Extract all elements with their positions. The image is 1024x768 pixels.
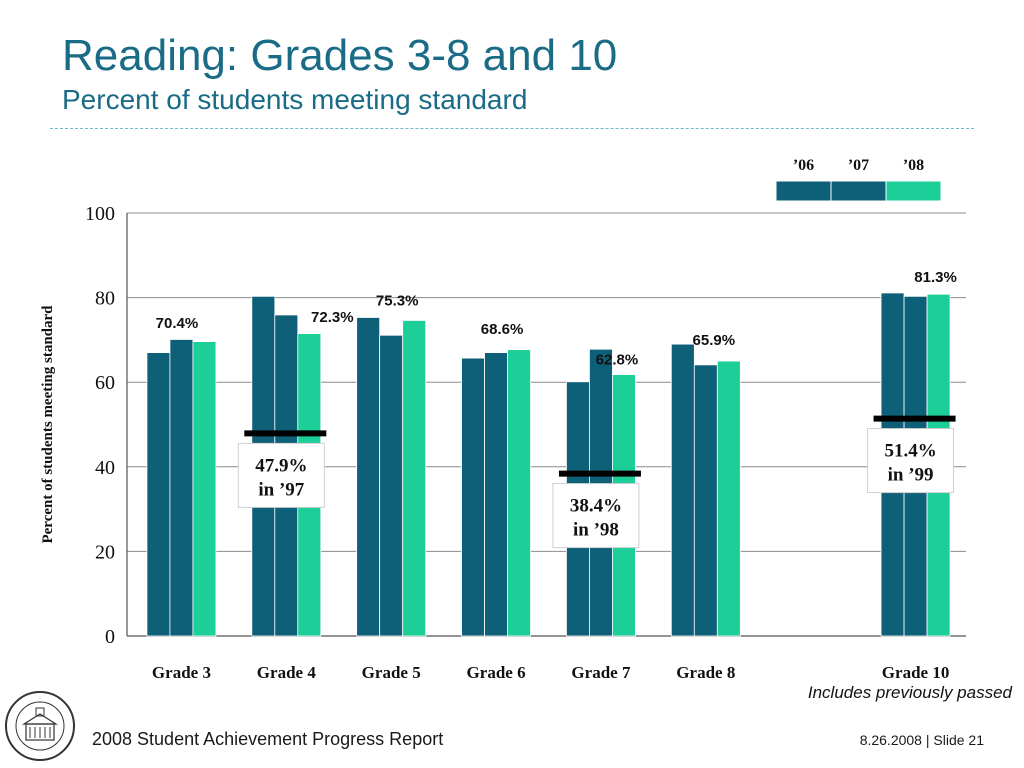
footer-slide-info: 8.26.2008 | Slide 21 (860, 732, 984, 748)
y-tick-label: 80 (95, 288, 115, 310)
bar-grade-6-series-1 (461, 357, 485, 637)
x-tick-label: Grade 5 (362, 663, 421, 682)
x-tick-label: Grade 8 (676, 663, 735, 682)
y-tick-label: 20 (95, 541, 115, 563)
x-tick-label: Grade 7 (571, 663, 631, 682)
baseline-callout-value: 51.4% (884, 441, 936, 462)
legend-swatch (885, 180, 942, 202)
baseline-callout-box (552, 483, 640, 549)
y-tick-label: 40 (95, 457, 115, 479)
baseline-callout-box (867, 428, 955, 494)
bar-grade-3-series-2 (169, 339, 194, 637)
data-label: 70.4% (156, 315, 199, 332)
bar-grade-6-series-2 (484, 352, 508, 637)
data-label: 65.9% (693, 332, 736, 349)
footer-report-title: 2008 Student Achievement Progress Report (92, 729, 444, 749)
slide-title: Reading: Grades 3-8 and 10 (62, 31, 618, 80)
data-label: 75.3% (376, 292, 419, 309)
bar-grade-8-series-2 (693, 364, 718, 637)
legend-label: ’07 (848, 157, 869, 174)
footer-slide-number: Slide 21 (933, 732, 984, 748)
bar-grade-5-series-2 (379, 334, 404, 637)
baseline-callout-value: 47.9% (255, 455, 307, 476)
bar-grade-6-series-3 (507, 349, 531, 637)
legend-swatch (830, 180, 887, 202)
bar-grade-5-series-3 (402, 320, 427, 637)
y-tick-label: 0 (105, 626, 115, 648)
data-label: 62.8% (596, 351, 639, 368)
footer-separator: | (925, 732, 930, 748)
data-label: 68.6% (481, 321, 524, 338)
bar-grade-8-series-3 (716, 360, 741, 637)
bar-grade-8-series-1 (670, 343, 695, 637)
baseline-callout-value: 38.4% (570, 496, 622, 517)
title-divider (50, 128, 974, 129)
legend-label: ’06 (793, 157, 814, 174)
x-tick-label: Grade 4 (257, 663, 317, 682)
y-tick-label: 100 (85, 203, 115, 225)
y-axis-title: Percent of students meeting standard (40, 305, 56, 544)
baseline-callout-year: in ’98 (573, 520, 619, 541)
footer-date: 8.26.2008 (859, 732, 922, 748)
x-tick-label: Grade 10 (882, 663, 950, 682)
bar-grade-3-series-3 (192, 341, 217, 637)
slide-subtitle: Percent of students meeting standard (62, 84, 528, 115)
chart-annotation: Includes previously passed (808, 683, 1013, 702)
bar-grade-3-series-1 (146, 352, 171, 637)
x-tick-label: Grade 6 (467, 663, 526, 682)
data-label: 81.3% (914, 269, 957, 286)
baseline-callout-year: in ’99 (888, 465, 934, 486)
legend-swatch (775, 180, 832, 202)
y-tick-label: 60 (95, 372, 115, 394)
x-tick-label: Grade 3 (152, 663, 211, 682)
baseline-callout-year: in ’97 (258, 479, 304, 500)
baseline-callout-box (237, 442, 325, 508)
data-label: 72.3% (311, 309, 354, 326)
state-seal-logo (5, 691, 75, 761)
bar-grade-5-series-1 (356, 317, 381, 637)
legend-label: ’08 (903, 157, 924, 174)
